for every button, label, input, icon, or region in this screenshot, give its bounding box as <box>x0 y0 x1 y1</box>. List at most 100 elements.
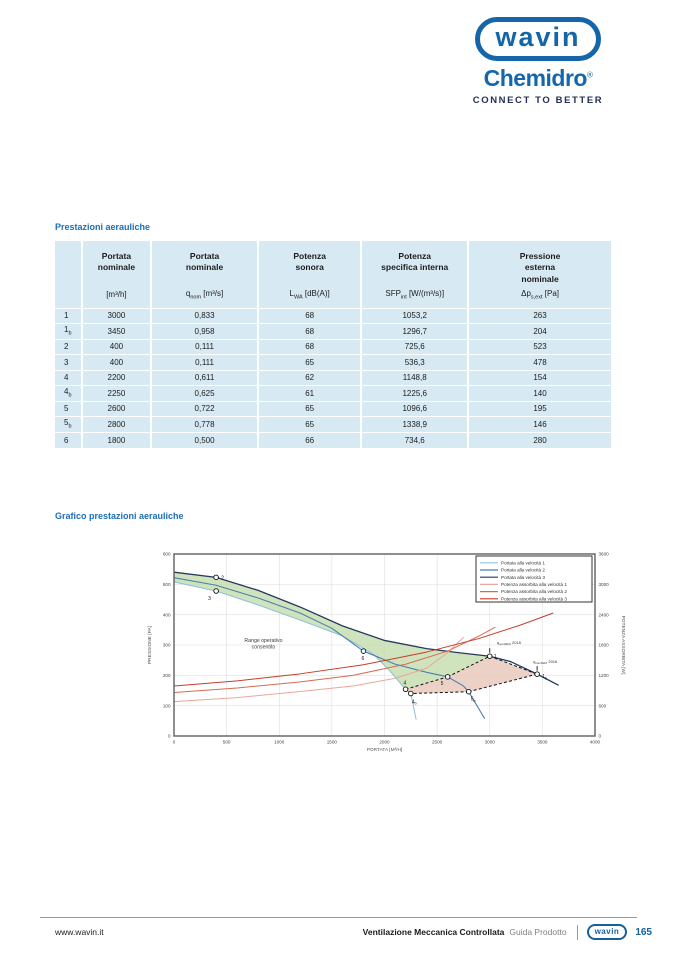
page-number: 165 <box>635 926 652 938</box>
column-unit: LWA [dB(A)] <box>256 287 362 308</box>
table-cell: 1096,6 <box>360 400 469 417</box>
legend-label: Portata alla velocità 2 <box>501 568 545 573</box>
y-left-tick-label: 400 <box>163 612 171 617</box>
chart-marker-label: 1b <box>542 674 547 680</box>
column-unit: qnom [m³/s] <box>150 287 258 308</box>
y-right-tick-label: 0 <box>599 734 602 739</box>
table-cell: 65 <box>256 354 362 370</box>
table-cell: 204 <box>467 323 611 339</box>
chart-marker-label: 3 <box>208 596 211 602</box>
x-tick-label: 0 <box>173 740 176 745</box>
x-tick-label: 1500 <box>327 740 338 745</box>
legend-label: Potenza assorbita alla velocità 1 <box>501 582 567 587</box>
row-label: 6 <box>55 431 82 448</box>
chart-annotation: qnomMAX 2016 <box>533 659 558 665</box>
legend-label: Portata alla velocità 1 <box>501 560 545 565</box>
chart-marker-label: 1 <box>494 654 497 660</box>
table-cell: 0,500 <box>150 431 258 448</box>
chart-marker-label: 5 <box>441 681 444 687</box>
table-cell: 3450 <box>80 323 152 339</box>
table-cell: 0,111 <box>150 354 258 370</box>
y-left-tick-label: 600 <box>163 552 171 557</box>
wavin-logo-text: wavin <box>495 22 581 52</box>
table-row: 6 1800 0,500 66 734,6 280 <box>55 431 611 448</box>
table-cell: 0,778 <box>150 416 258 432</box>
table-row: 5b 2800 0,778 65 1338,9 146 <box>55 416 611 432</box>
y-left-tick-label: 100 <box>163 703 171 708</box>
table-cell: 1148,8 <box>360 369 469 386</box>
chart-marker-3 <box>213 588 219 594</box>
chart-marker-label: 2 <box>221 575 224 581</box>
footer-divider-line <box>40 917 637 918</box>
footer-doc-subtitle: Guida Prodotto <box>509 927 567 937</box>
performance-table: Portata nominale Portata nominale Potenza … <box>55 241 611 448</box>
y-right-tick-label: 2400 <box>599 612 610 617</box>
table-cell: 65 <box>256 400 362 417</box>
table-cell: 3000 <box>80 307 152 324</box>
chart-dashed-edge <box>410 691 469 695</box>
table-row: 5 2600 0,722 65 1096,6 195 <box>55 400 611 417</box>
column-unit: Δps,ext [Pa] <box>467 287 611 308</box>
chart-legend: Portata alla velocità 1 Portata alla velo… <box>475 555 593 603</box>
chart-region-label: consentito <box>252 644 276 650</box>
legend-label: Potenza assorbita alla velocità 3 <box>501 596 567 601</box>
chart-series-6 <box>173 612 554 687</box>
table-cell: 478 <box>467 354 611 370</box>
chart-marker-2 <box>213 574 219 581</box>
chart-series-2 <box>173 577 486 719</box>
column-header: Portata nominale <box>150 241 258 287</box>
column-header: Potenza specifica interna <box>360 241 469 287</box>
table-cell: 1338,9 <box>360 416 469 432</box>
column-header: Potenza sonora <box>256 241 362 287</box>
y-left-axis-title: PRESSIONE [PA] <box>147 626 153 664</box>
chart-series-4 <box>173 636 464 703</box>
x-tick-label: 3500 <box>537 740 548 745</box>
chart-dashed-edge <box>447 655 490 678</box>
table-cell: 2250 <box>80 385 152 401</box>
y-right-tick-label: 1200 <box>599 673 610 678</box>
brand-tagline: CONNECT TO BETTER <box>472 94 604 106</box>
table-cell: 734,6 <box>360 431 469 448</box>
chart-dashed-edge <box>405 676 448 690</box>
table-cell: 62 <box>256 369 362 386</box>
footer-vertical-divider <box>576 924 578 940</box>
y-left-tick-label: 300 <box>163 643 171 648</box>
table-cell: 65 <box>256 416 362 432</box>
column-header: Pressione esterna nominale <box>467 241 611 287</box>
table-cell: 0,625 <box>150 385 258 401</box>
table-row: 4b 2250 0,625 61 1225,6 140 <box>55 385 611 401</box>
table-cell: 2800 <box>80 416 152 432</box>
y-left-tick-label: 500 <box>163 582 171 587</box>
chart-dashed-edge <box>489 655 538 675</box>
table-cell: 725,6 <box>360 338 469 355</box>
x-tick-label: 2000 <box>379 740 390 745</box>
y-left-tick-label: 200 <box>163 673 171 678</box>
column-header: Portata nominale <box>80 241 152 287</box>
table-cell: 0,722 <box>150 400 258 417</box>
chart-region-zona-punti-nominali <box>405 656 538 694</box>
table-row: 4 2200 0,611 62 1148,8 154 <box>55 369 611 386</box>
y-right-tick-label: 3000 <box>599 582 610 587</box>
table-cell: 195 <box>467 400 611 417</box>
chart-region-range-operativo <box>174 572 490 690</box>
x-tick-label: 500 <box>223 740 231 745</box>
row-label-column-header <box>55 241 82 287</box>
row-label: 3 <box>55 354 82 370</box>
chart-marker-5 <box>444 674 451 680</box>
x-tick-label: 4000 <box>590 740 601 745</box>
x-axis-title: PORTATA [M³/H] <box>367 747 403 753</box>
table-cell: 523 <box>467 338 611 355</box>
row-label: 1b <box>55 323 82 339</box>
wavin-logo: wavin <box>475 17 601 61</box>
table-cell: 400 <box>80 354 152 370</box>
row-label: 5b <box>55 416 82 432</box>
footer-url[interactable]: www.wavin.it <box>55 927 104 937</box>
table-cell: 400 <box>80 338 152 355</box>
chart-annotation: qnomMAX 2018 <box>497 640 522 646</box>
table-cell: 68 <box>256 307 362 324</box>
y-left-tick-label: 0 <box>168 734 171 739</box>
x-tick-label: 3000 <box>485 740 496 745</box>
row-label: 2 <box>55 338 82 355</box>
